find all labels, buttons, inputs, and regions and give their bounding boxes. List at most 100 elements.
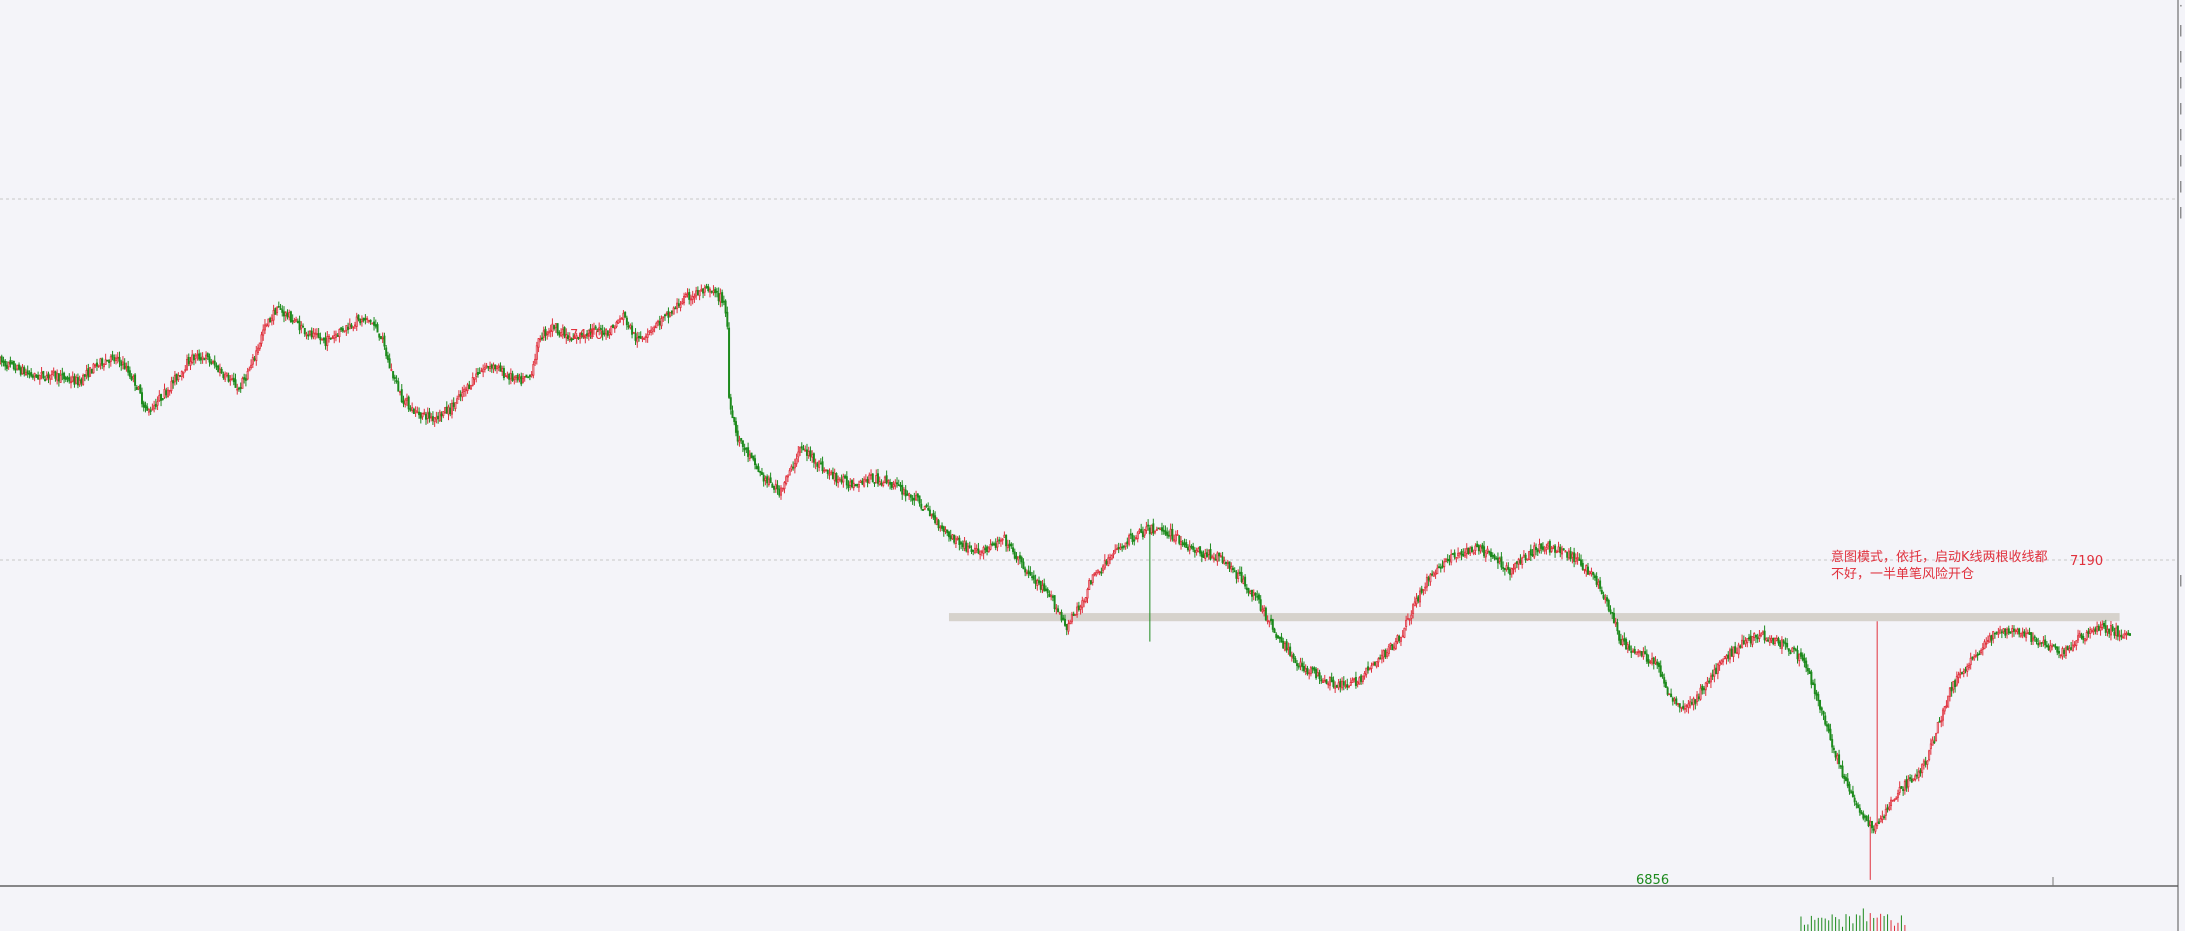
candle-up	[50, 370, 53, 375]
candle-up	[1003, 534, 1006, 538]
candle-down	[478, 372, 481, 374]
candle-up	[620, 317, 623, 320]
candle-up	[2019, 632, 2022, 637]
candle-up	[267, 318, 270, 327]
candle-up	[1677, 703, 1680, 705]
candle-down	[1976, 654, 1979, 656]
candle-up	[1891, 799, 1894, 802]
candle-down	[2070, 647, 2073, 650]
candle-up	[1637, 651, 1640, 654]
candle-up	[45, 375, 48, 380]
candle-down	[130, 376, 133, 381]
candle-up	[314, 332, 317, 335]
candle-down	[1448, 559, 1451, 562]
candle-down	[741, 440, 744, 448]
candle-down	[239, 387, 242, 390]
candle-up	[1798, 653, 1801, 662]
candle-down	[1302, 666, 1305, 672]
candle-up	[1252, 592, 1255, 596]
candle-down	[1199, 546, 1202, 554]
candle-down	[385, 347, 388, 357]
candle-up	[353, 324, 356, 327]
candle-down	[222, 374, 225, 378]
candle-down	[1264, 607, 1267, 621]
candle-up	[438, 411, 441, 422]
candle-up	[1957, 674, 1960, 678]
candle-down	[26, 370, 29, 375]
candle-up	[1929, 743, 1932, 750]
candle-up	[1683, 707, 1686, 710]
candle-up	[939, 526, 942, 529]
candle-up	[1159, 527, 1162, 531]
candle-down	[1446, 558, 1449, 562]
candle-down	[1032, 575, 1035, 580]
candle-up	[1372, 663, 1375, 665]
candle-down	[925, 504, 928, 507]
candle-down	[717, 292, 720, 302]
candle-down	[1192, 546, 1195, 550]
candle-down	[1420, 588, 1423, 593]
candle-up	[1138, 529, 1141, 532]
candle-down	[1214, 558, 1217, 561]
candle-up	[1025, 572, 1028, 574]
candle-up	[1936, 722, 1939, 734]
candle-up	[849, 481, 852, 487]
candle-up	[651, 328, 654, 332]
candle-down	[134, 374, 137, 386]
candle-up	[430, 416, 433, 419]
candle-down	[499, 365, 502, 372]
candle-down	[1301, 663, 1304, 668]
candle-down	[165, 390, 168, 396]
candle-down	[1240, 572, 1243, 582]
candle-up	[1211, 556, 1214, 559]
candle-up	[833, 472, 836, 481]
candle-up	[1538, 544, 1541, 552]
candle-down	[880, 482, 883, 485]
candle-down	[916, 493, 919, 498]
candle-up	[1242, 578, 1245, 584]
candle-down	[520, 375, 523, 385]
candle-down	[95, 362, 98, 367]
candle-down	[1491, 554, 1494, 557]
candle-down	[1306, 667, 1309, 675]
candle-up	[1723, 656, 1726, 660]
candle-up	[1706, 680, 1709, 684]
candle-down	[1278, 636, 1281, 639]
candle-down	[68, 377, 71, 382]
candle-down	[734, 421, 737, 433]
candle-down	[721, 292, 724, 304]
candle-down	[203, 358, 206, 361]
candle-up	[1983, 641, 1986, 650]
candle-up	[1768, 637, 1771, 643]
candle-down	[2000, 631, 2003, 634]
candle-up	[1704, 682, 1707, 691]
candle-down	[395, 380, 398, 382]
candle-up	[653, 325, 656, 329]
candle-down	[570, 338, 573, 341]
candle-up	[676, 302, 679, 309]
candle-up	[1396, 635, 1399, 643]
candle-down	[431, 416, 434, 421]
candle-up	[629, 324, 632, 329]
candle-down	[18, 364, 21, 370]
candle-up	[613, 327, 616, 330]
candle-down	[397, 381, 400, 392]
candle-down	[998, 539, 1001, 542]
candle-down	[677, 303, 680, 307]
candle-down	[379, 336, 382, 340]
candle-down	[1535, 546, 1538, 551]
candle-down	[1297, 665, 1300, 668]
candle-down	[220, 369, 223, 374]
candle-up	[102, 364, 105, 368]
candle-up	[1119, 546, 1122, 550]
candle-down	[1789, 652, 1792, 654]
candle-down	[192, 354, 195, 361]
candle-down	[1427, 577, 1430, 581]
candle-up	[366, 317, 369, 321]
candle-up	[1351, 679, 1354, 683]
candle-up	[1079, 606, 1082, 610]
candle-up	[790, 466, 793, 470]
candle-up	[2123, 632, 2126, 636]
